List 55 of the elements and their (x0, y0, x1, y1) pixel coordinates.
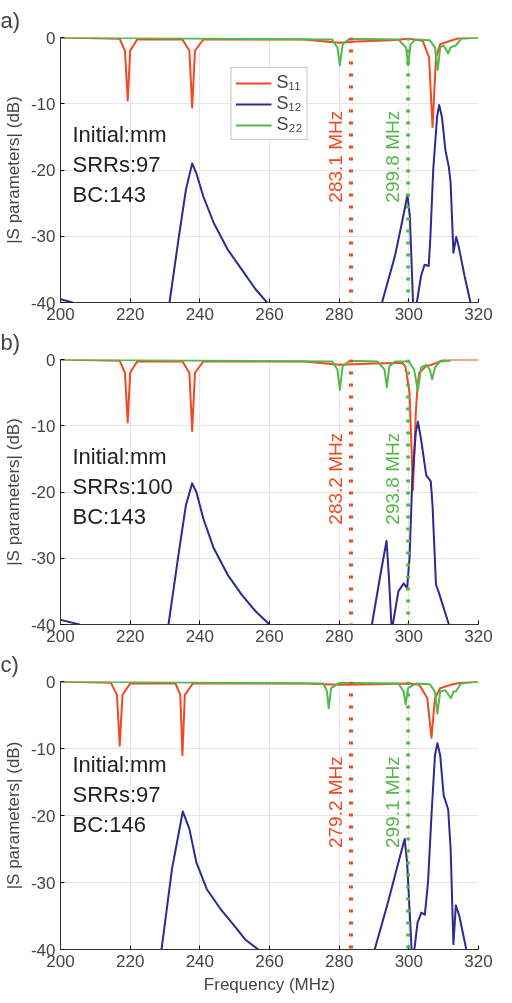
y-tick-label: -10 (30, 739, 56, 759)
ref-line-label: 279.2 MHz (324, 756, 346, 849)
ref-line-label: 283.1 MHz (324, 110, 346, 203)
y-tick-label: -30 (30, 549, 56, 569)
x-tick-label: 240 (185, 304, 215, 324)
legend-label: S₁₁ (276, 72, 301, 93)
x-tick-label: 320 (464, 951, 493, 971)
ref-line-label: 293.8 MHz (381, 432, 403, 525)
x-tick-label: 300 (394, 951, 424, 971)
ref-line-label: 283.2 MHz (324, 432, 346, 525)
y-tick-label: -20 (30, 806, 56, 826)
ref-line-label: 299.1 MHz (381, 756, 403, 849)
x-tick-label: 260 (255, 304, 284, 324)
y-tick-label: -20 (30, 161, 56, 180)
x-tick-label: 260 (255, 951, 284, 971)
x-tick-label: 280 (324, 304, 354, 324)
annotation: Initial:mm (72, 752, 167, 778)
x-tick-label: 240 (185, 626, 215, 646)
annotation: BC:146 (72, 812, 146, 838)
y-tick-label: -30 (30, 227, 56, 247)
ref-line-label: 299.8 MHz (381, 110, 403, 203)
x-tick-label: 220 (115, 304, 145, 324)
y-tick-label: 0 (46, 350, 56, 370)
x-tick-label: 220 (115, 626, 145, 646)
y-tick-label: -20 (30, 483, 56, 502)
x-tick-label: 260 (255, 626, 284, 646)
annotation: BC:143 (72, 182, 146, 208)
x-tick-label: 220 (115, 951, 145, 971)
chart-title: a) (0, 7, 21, 33)
x-tick-label: 280 (324, 951, 354, 971)
x-tick-label: 300 (394, 304, 424, 324)
y-axis-title: |S parameters| (dB) (3, 96, 23, 244)
annotation: BC:143 (72, 504, 146, 530)
annotation: SRRs:97 (72, 782, 161, 808)
y-tick-label: -10 (30, 416, 56, 436)
y-axis-title: |S parameters| (dB) (3, 418, 23, 566)
y-tick-label: -10 (30, 94, 56, 114)
x-tick-label: 300 (394, 626, 424, 646)
chart-title: c) (0, 651, 19, 677)
x-axis-title: Frequency (MHz) (203, 974, 336, 994)
y-tick-label: 0 (46, 28, 56, 48)
x-tick-label: 280 (324, 626, 354, 646)
annotation: Initial:mm (72, 444, 167, 470)
annotation: Initial:mm (72, 122, 167, 148)
x-tick-label: 240 (185, 951, 215, 971)
legend-label: S₂₂ (276, 114, 303, 135)
annotation: SRRs:97 (72, 152, 161, 178)
chart-title: b) (0, 329, 21, 355)
y-tick-label: -30 (30, 873, 56, 893)
annotation: SRRs:100 (72, 474, 173, 500)
y-axis-title: |S parameters| (dB) (3, 741, 23, 890)
x-tick-label: 320 (464, 626, 493, 646)
x-tick-label: 320 (464, 304, 493, 324)
y-tick-label: 0 (46, 672, 56, 692)
legend-label: S₁₂ (276, 93, 302, 114)
